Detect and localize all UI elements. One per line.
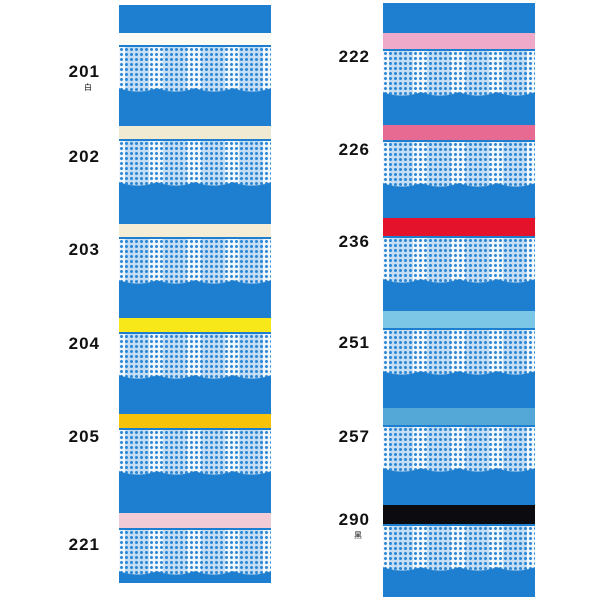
lace-ruffle-226 (383, 142, 535, 190)
color-name-label: 黑 (354, 531, 362, 540)
right-swatch-panel (383, 3, 535, 597)
color-code-label: 202 (68, 147, 100, 166)
ribbon-band-257 (383, 408, 535, 425)
color-code-label: 226 (338, 140, 370, 159)
ribbon-band-290 (383, 505, 535, 524)
lace-ruffle-205 (119, 430, 271, 478)
color-code-label: 222 (338, 47, 370, 66)
ribbon-band-205 (119, 414, 271, 428)
ribbon-band-222 (383, 33, 535, 49)
lace-ruffle-222 (383, 51, 535, 99)
lace-ruffle-257 (383, 427, 535, 475)
left-swatch-panel (119, 5, 271, 583)
ribbon-band-251 (383, 311, 535, 328)
color-code-label: 204 (68, 334, 100, 353)
color-code-label: 251 (338, 333, 370, 352)
lace-ruffle-221 (119, 530, 271, 578)
ribbon-band-204 (119, 318, 271, 332)
ribbon-band-236 (383, 218, 535, 236)
lace-ruffle-203 (119, 239, 271, 287)
ribbon-band-201 (119, 33, 271, 45)
ribbon-band-221 (119, 513, 271, 528)
ribbon-band-202 (119, 126, 271, 139)
lace-ruffle-251 (383, 330, 535, 378)
lace-ruffle-204 (119, 334, 271, 382)
lace-ruffle-290 (383, 526, 535, 574)
color-code-label: 257 (338, 427, 370, 446)
color-code-label: 290 (338, 510, 370, 529)
color-code-label: 205 (68, 427, 100, 446)
ribbon-band-203 (119, 224, 271, 237)
color-code-label: 203 (68, 240, 100, 259)
ribbon-band-226 (383, 125, 535, 140)
color-name-label: 白 (84, 83, 92, 92)
color-code-label: 221 (68, 535, 100, 554)
lace-ruffle-236 (383, 238, 535, 286)
lace-ruffle-202 (119, 141, 271, 189)
color-code-label: 236 (338, 232, 370, 251)
lace-ruffle-201 (119, 47, 271, 95)
color-code-label: 201 (68, 62, 100, 81)
